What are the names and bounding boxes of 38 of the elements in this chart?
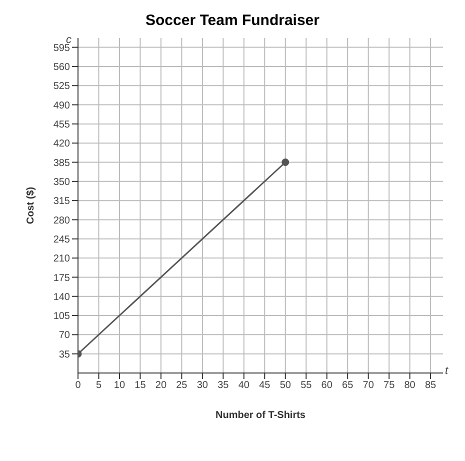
x-tick-label: 5 — [96, 380, 102, 392]
y-tick-label: 315 — [53, 196, 70, 208]
y-tick-label: 350 — [53, 176, 70, 188]
y-tick-label: 455 — [53, 119, 70, 130]
x-tick-label: 65 — [342, 380, 354, 392]
x-tick-label: 35 — [218, 380, 230, 392]
x-tick-label: 85 — [424, 380, 437, 392]
y-tick-label: 420 — [53, 138, 70, 150]
y-axis-title: Cost ($) — [26, 186, 37, 224]
x-tick-label: 40 — [238, 380, 250, 392]
y-tick-label: 280 — [53, 215, 70, 226]
y-tick-label: 70 — [58, 330, 70, 342]
y-tick-label: 105 — [53, 311, 70, 322]
y-tick-label: 385 — [53, 158, 70, 169]
x-tick-label: 25 — [176, 380, 188, 392]
x-axis-title: Number of T-Shirts — [215, 410, 306, 422]
y-tick-label: 560 — [53, 62, 70, 74]
x-tick-label: 70 — [362, 380, 374, 392]
y-tick-label: 35 — [58, 349, 70, 360]
y-tick-label: 210 — [53, 254, 70, 265]
x-tick-label: 55 — [300, 380, 312, 392]
x-tick-label: 45 — [259, 380, 271, 392]
x-tick-label: 75 — [384, 380, 396, 392]
y-tick-label: 245 — [53, 234, 70, 246]
x-tick-label: 15 — [134, 380, 146, 392]
x-tick-label: 80 — [404, 380, 416, 392]
x-tick-label: 0 — [75, 380, 82, 392]
text: t — [445, 365, 448, 377]
chart-title: Soccer Team Fundraiser — [144, 12, 320, 29]
y-tick-label: 490 — [53, 100, 70, 112]
x-tick-label: 50 — [280, 380, 292, 392]
x-tick-label: 30 — [196, 380, 208, 392]
x-tick-label: 10 — [114, 380, 126, 392]
x-tick-label: 60 — [321, 380, 333, 392]
y-tick-label: 525 — [53, 81, 70, 92]
y-tick-label: 140 — [53, 292, 70, 303]
y-tick-label: 175 — [53, 272, 70, 284]
x-tick-label: 20 — [155, 380, 167, 392]
